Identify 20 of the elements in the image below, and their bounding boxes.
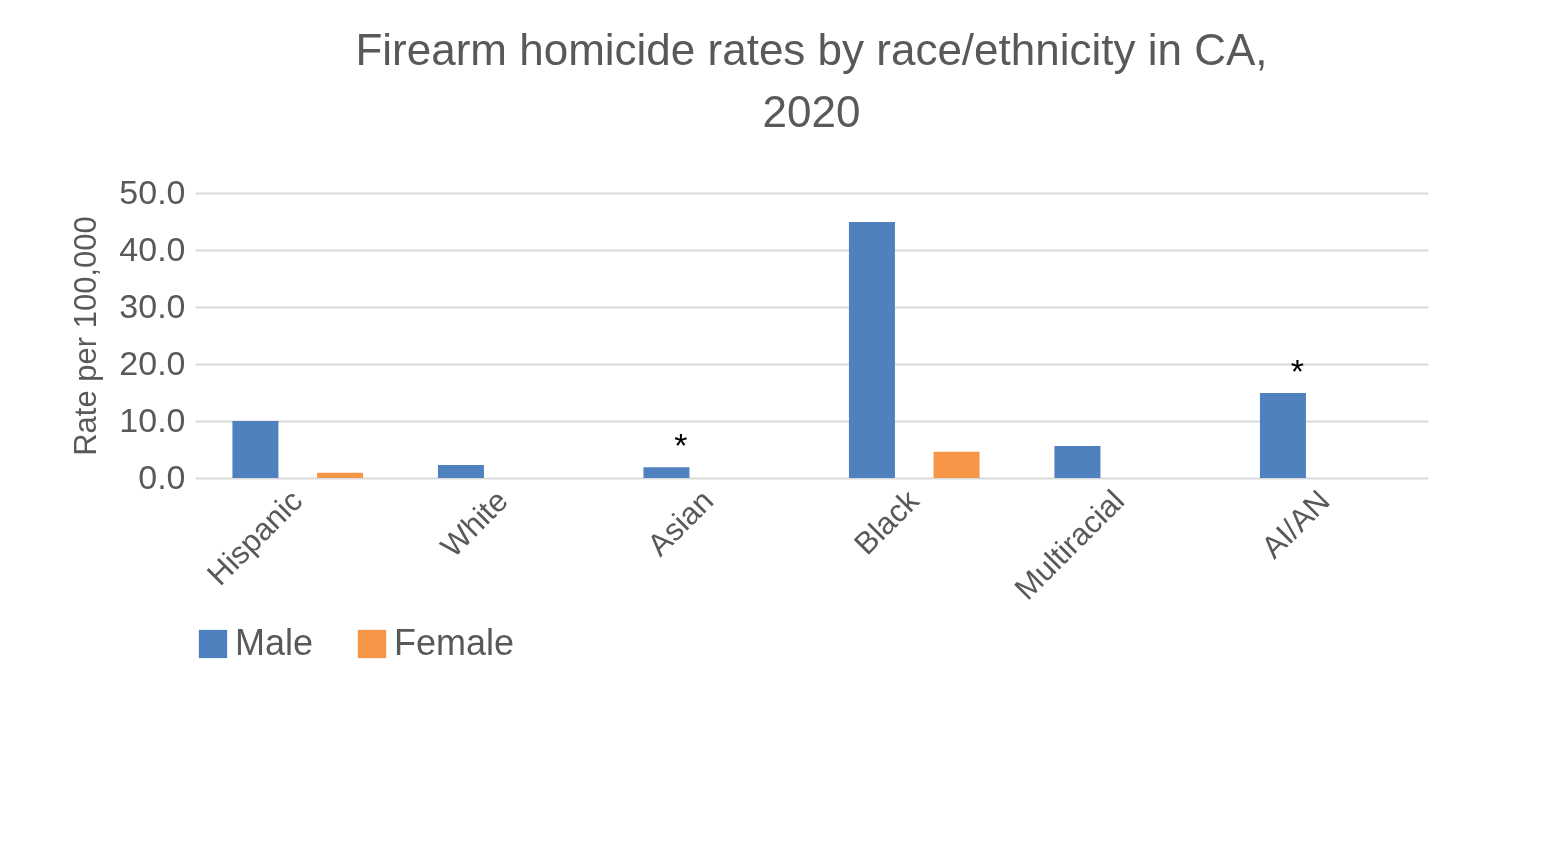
bar xyxy=(317,472,364,478)
legend-label: Female xyxy=(394,622,515,663)
chart-title: Firearm homicide rates by race/ethnicity in CA, 2020 xyxy=(355,25,1268,136)
bar xyxy=(1259,393,1306,478)
bar xyxy=(232,421,279,478)
y-tick-label: 40.0 xyxy=(119,229,186,268)
bar xyxy=(437,464,484,478)
legend-label: Male xyxy=(235,622,314,663)
bar xyxy=(1054,446,1101,478)
bar xyxy=(848,222,895,478)
y-axis-title: Rate per 100,000 xyxy=(68,216,104,456)
y-tick-label: 30.0 xyxy=(119,286,186,325)
y-tick-label: 10.0 xyxy=(119,400,186,439)
y-tick-label: 0.0 xyxy=(138,457,186,496)
y-tick-label: 50.0 xyxy=(119,172,186,211)
y-tick-label: 20.0 xyxy=(119,343,186,382)
bar xyxy=(933,451,980,478)
bar xyxy=(643,467,690,478)
annotation: * xyxy=(674,426,688,465)
annotation: * xyxy=(1290,352,1304,391)
